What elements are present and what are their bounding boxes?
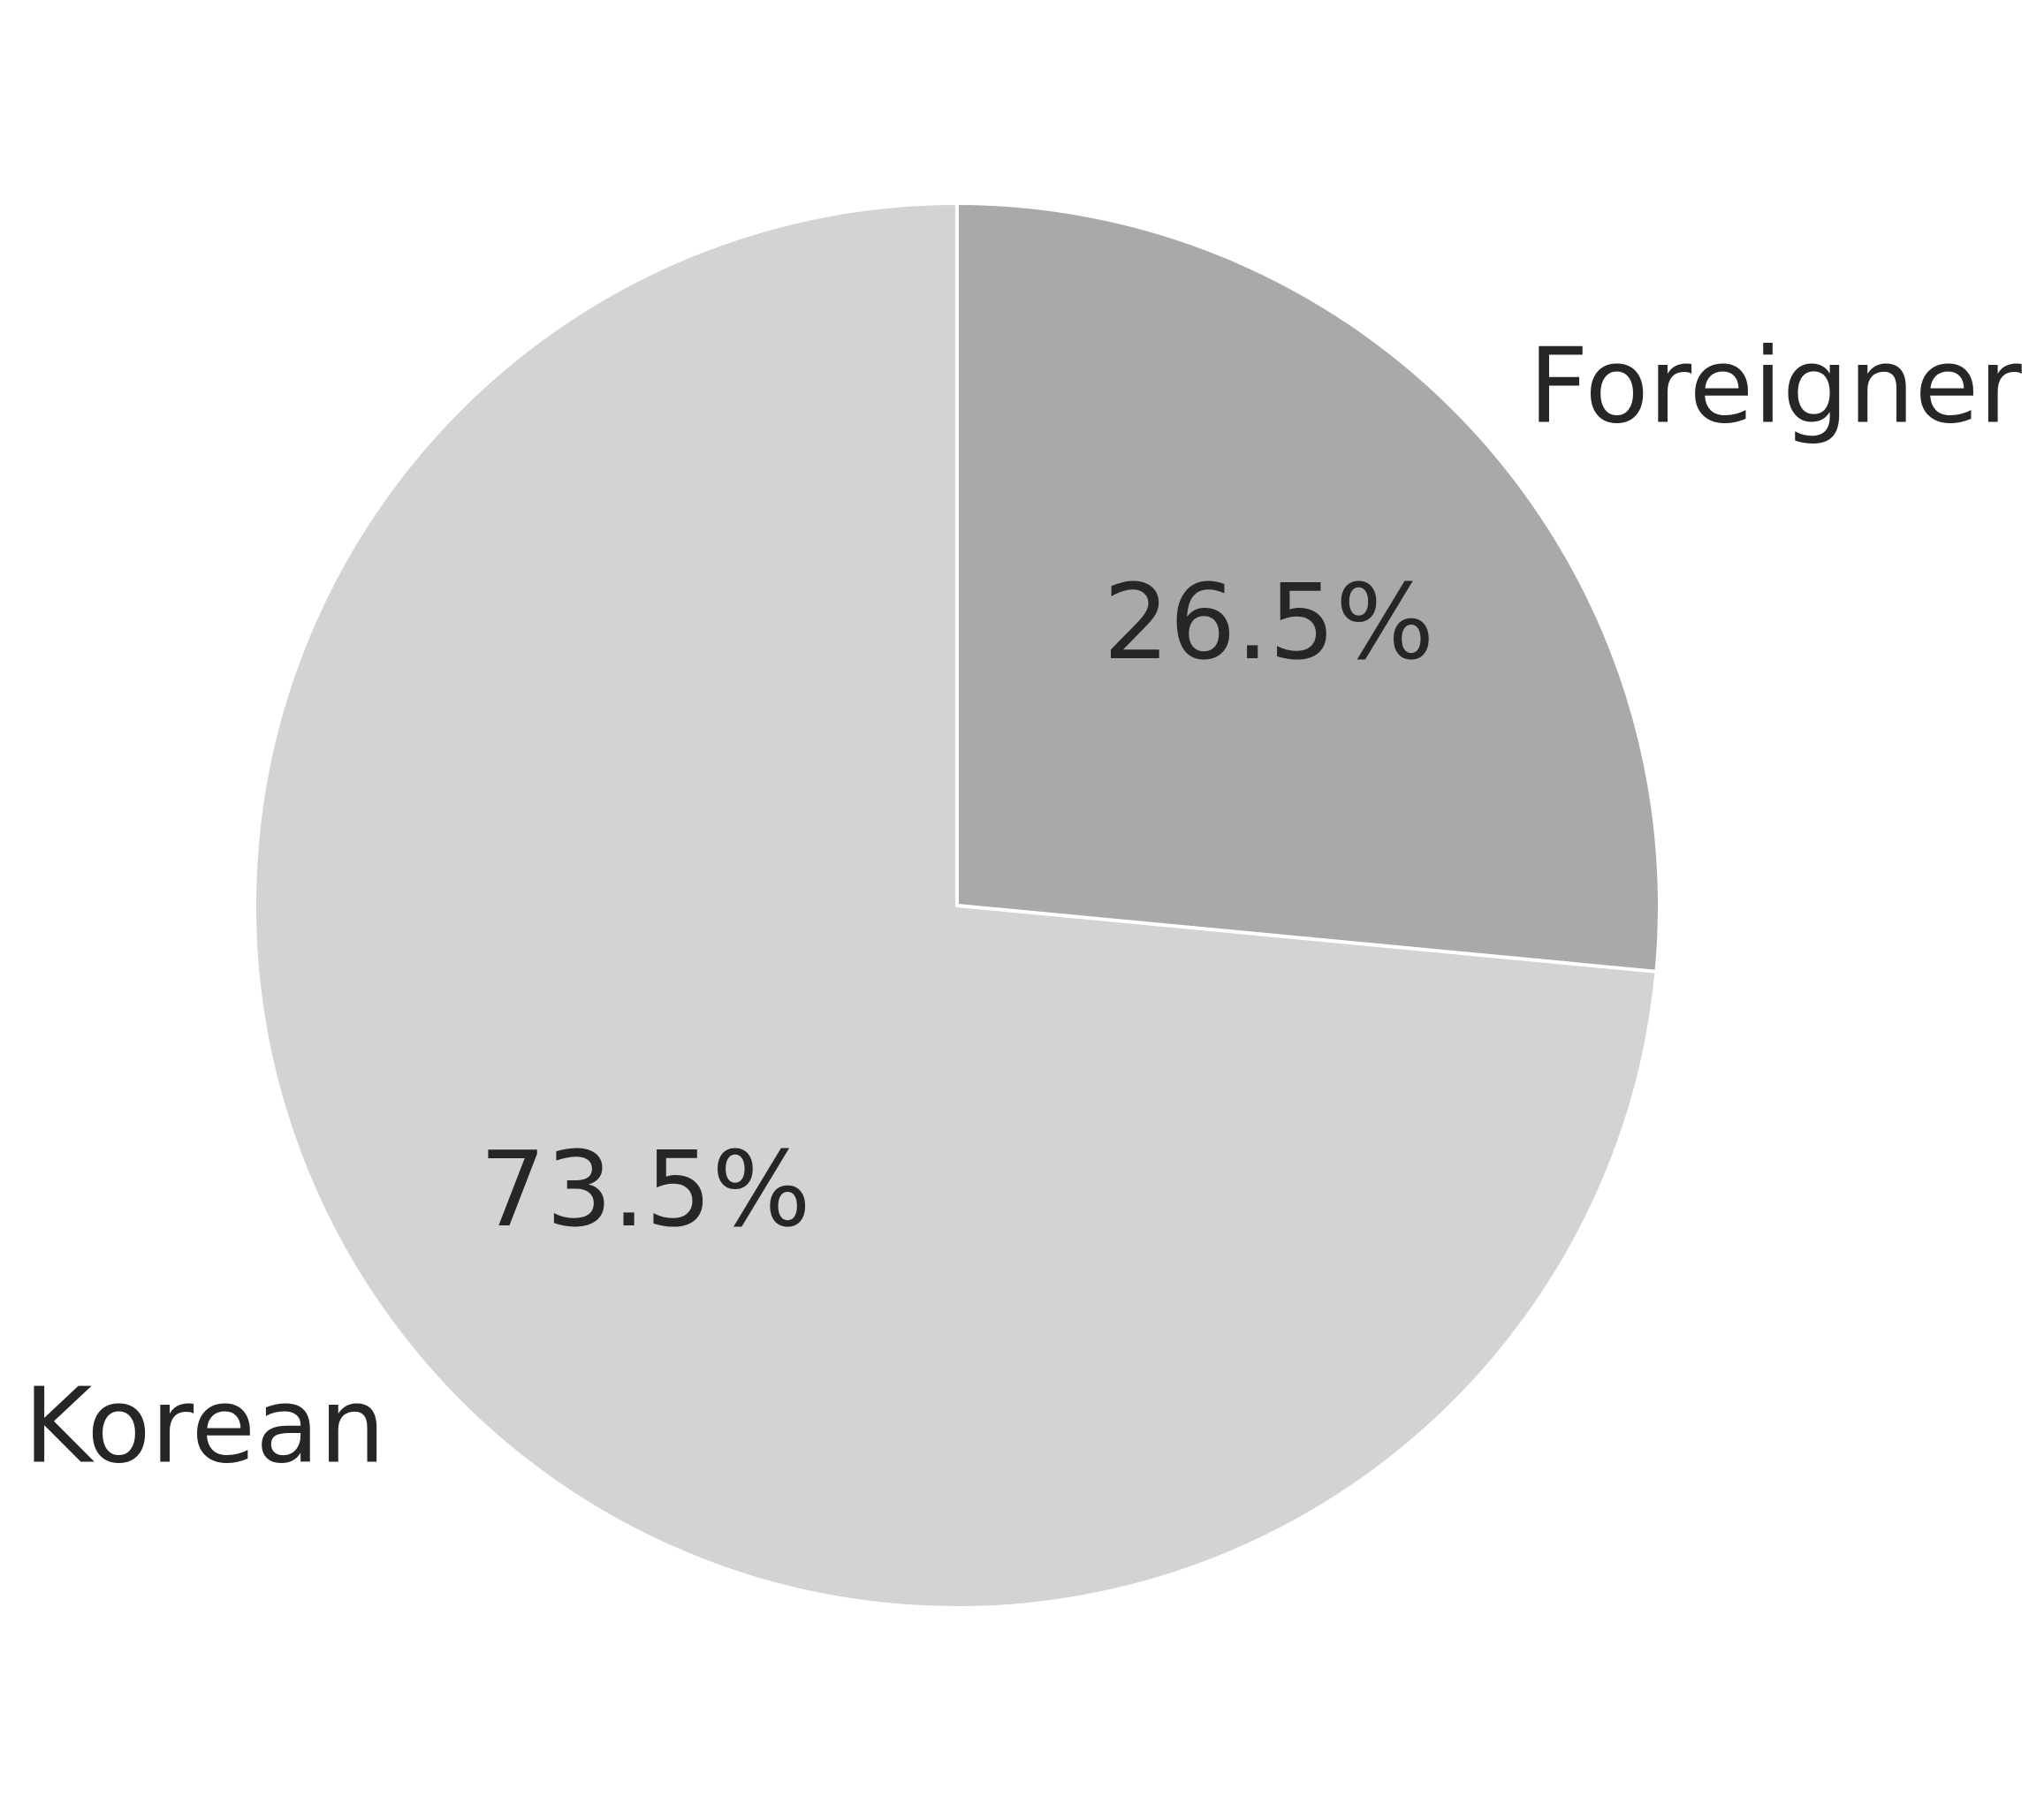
pie-slice-foreigner bbox=[955, 201, 1661, 974]
pie-pct-label-foreigner: 26.5% bbox=[1103, 561, 1434, 683]
pie-category-label-korean: Korean bbox=[24, 1365, 385, 1487]
pie-pct-label-korean: 73.5% bbox=[480, 1128, 811, 1250]
pie-category-label-foreigner: Foreigner bbox=[1529, 324, 2022, 446]
pie-labels: 26.5% Foreigner 73.5% Korean bbox=[24, 324, 2022, 1486]
pie-slices bbox=[253, 201, 1661, 1610]
pie-slice-korean bbox=[253, 201, 1659, 1610]
